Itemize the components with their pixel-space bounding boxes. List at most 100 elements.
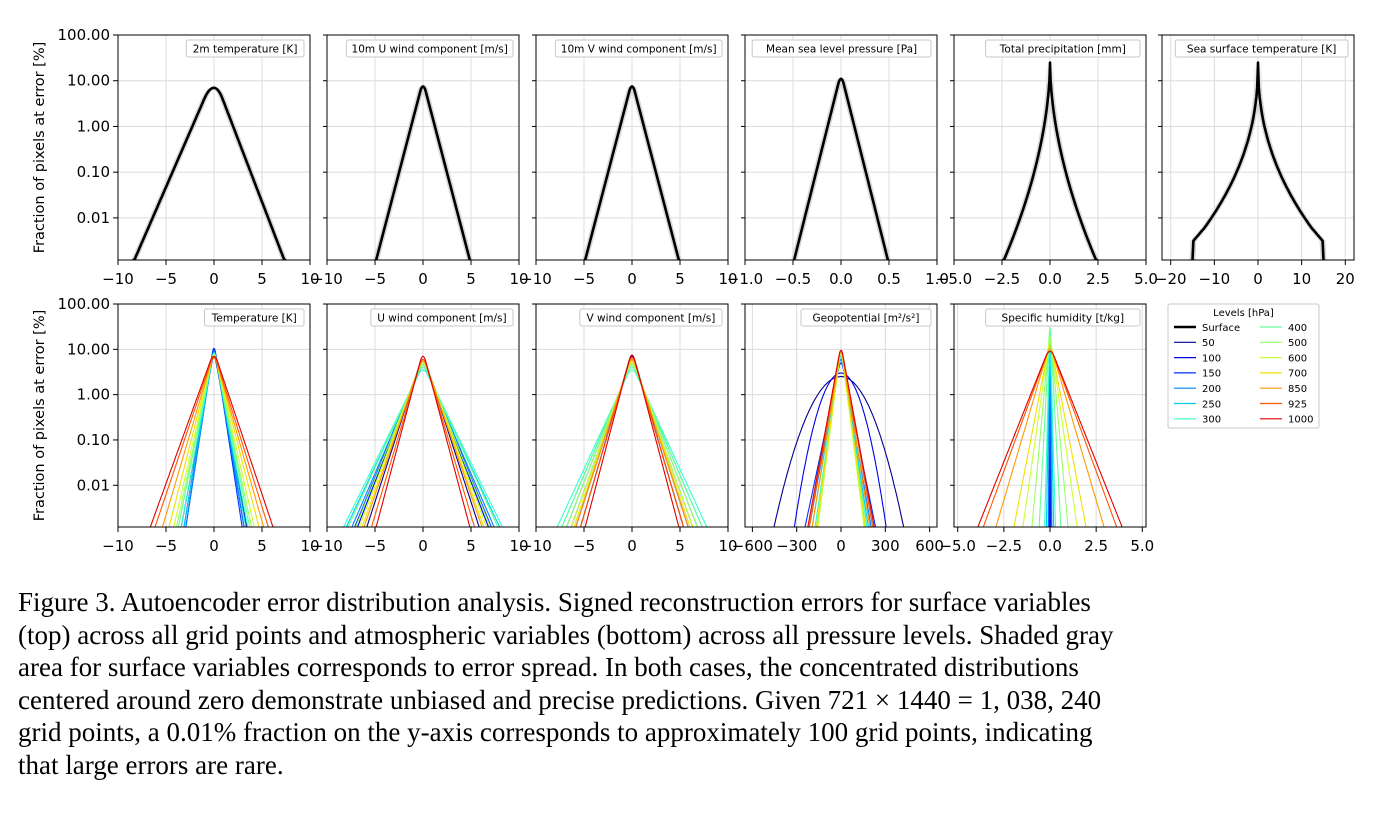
plot-area <box>372 85 474 260</box>
panel-atmospheric-4: −5.0 −2.5 0.0 2.5 5.0 Specific humidity [t/kg… <box>939 303 1154 555</box>
x-tick-label: 10 <box>300 537 319 555</box>
panel-title-box <box>370 308 514 327</box>
series-line-300 <box>814 354 868 527</box>
legend-label-400: 400 <box>1288 323 1307 334</box>
series-line-600 <box>172 354 256 527</box>
x-tick-label: 10 <box>718 270 737 288</box>
x-tick-label: −5 <box>364 537 386 555</box>
legend-label-200: 200 <box>1202 384 1221 395</box>
series-line-850 <box>811 350 871 527</box>
series-line-500 <box>1031 335 1069 527</box>
x-tick-label: 600 <box>915 537 944 555</box>
y-tick-label: 0.01 <box>77 209 110 227</box>
x-tick-label: 0 <box>1253 270 1263 288</box>
x-tick-label: 0 <box>627 537 637 555</box>
x-tick-label: 0 <box>627 270 637 288</box>
series-line-700 <box>572 360 692 527</box>
x-tick-label: 0.0 <box>829 270 853 288</box>
series-line-300 <box>341 369 505 527</box>
x-tick-label: −300 <box>776 537 817 555</box>
x-tick-label: −10 <box>520 537 552 555</box>
legend-label-1000: 1000 <box>1288 415 1313 426</box>
error-spread-band <box>372 86 474 260</box>
panel-title: 10m V wind component [m/s] <box>561 44 717 56</box>
figure-caption: Figure 3. Autoencoder error distribution… <box>18 586 1374 781</box>
panel-title: Geopotential [m²/s²] <box>813 313 920 325</box>
x-tick-label: −10 <box>102 537 134 555</box>
y-tick-label: 100.00 <box>58 26 111 44</box>
series-line-Surface <box>792 77 890 260</box>
y-axis-label: Fraction of pixels at error [%] <box>32 310 48 522</box>
series-line-1000 <box>584 354 680 527</box>
x-tick-label: −0.5 <box>775 270 811 288</box>
x-tick-label: −10 <box>102 270 134 288</box>
x-tick-label: −10 <box>311 270 343 288</box>
panel-surface-2: −10 −5 0 5 10 10m V wind component [m/s] <box>520 34 738 288</box>
x-tick-label: 1.0 <box>925 270 949 288</box>
series-line-400 <box>560 366 704 527</box>
x-tick-label: 10 <box>1292 270 1311 288</box>
panel-atmospheric-0: −10 −5 0 5 10 100.00 10.00 1.00 0.10 0.01 Temperat… <box>58 295 320 555</box>
series-line-Surface <box>583 85 681 260</box>
plot-area <box>555 354 709 527</box>
panel-title: Temperature [K] <box>211 313 297 325</box>
error-spread-band <box>581 86 683 260</box>
panel-title-box <box>751 39 932 58</box>
panel-title-box <box>800 308 932 327</box>
x-tick-label: −5.0 <box>939 537 975 555</box>
x-tick-label: 5 <box>257 537 267 555</box>
x-tick-label: 0 <box>209 537 219 555</box>
series-line-600 <box>1022 340 1078 527</box>
legend-label-600: 600 <box>1288 353 1307 364</box>
panel-title-box <box>345 39 514 58</box>
series-line-50 <box>773 376 905 527</box>
series-line-500 <box>353 364 493 527</box>
x-tick-label: 2.5 <box>1086 270 1110 288</box>
panel-title-box <box>985 308 1141 327</box>
y-tick-label: 0.10 <box>77 163 110 181</box>
series-line-850 <box>994 348 1106 527</box>
series-line-400 <box>177 353 251 527</box>
series-line-850 <box>362 360 484 527</box>
panel-title: 10m U wind component [m/s] <box>352 44 508 56</box>
plot-area <box>1189 61 1327 260</box>
series-line-Surface <box>374 85 472 260</box>
panel-title: U wind component [m/s] <box>377 313 506 325</box>
y-tick-label: 0.10 <box>77 431 110 449</box>
x-tick-label: 5 <box>257 270 267 288</box>
caption-line: area for surface variables corresponds t… <box>18 652 1079 682</box>
x-tick-label: 300 <box>871 537 900 555</box>
x-tick-label: 5 <box>675 537 685 555</box>
panel-surface-1: −10 −5 0 5 10 10m U wind component [m/s] <box>311 34 529 288</box>
x-tick-label: −20 <box>1155 270 1187 288</box>
x-tick-label: −5 <box>364 270 386 288</box>
caption-line: that large errors are rare. <box>18 749 284 780</box>
panel-title-box <box>1174 39 1349 58</box>
series-line-925 <box>579 357 685 527</box>
legend-label-300: 300 <box>1202 415 1221 426</box>
x-tick-label: 0.5 <box>877 270 901 288</box>
series-line-600 <box>357 362 489 527</box>
x-tick-label: −10 <box>520 270 552 288</box>
series-line-400 <box>1038 327 1062 527</box>
plot-area <box>976 327 1124 527</box>
series-line-925 <box>153 357 270 527</box>
plot-area <box>773 349 905 527</box>
x-tick-label: 0 <box>209 270 219 288</box>
x-tick-label: −5 <box>155 537 177 555</box>
series-line-1000 <box>976 350 1124 527</box>
x-tick-label: 0 <box>418 537 428 555</box>
panel-atmospheric-2: −10 −5 0 5 10 V wind component [m/s] <box>520 303 738 555</box>
x-tick-label: −600 <box>732 537 773 555</box>
error-spread-band <box>790 78 892 260</box>
panel-title: V wind component [m/s] <box>586 313 715 325</box>
x-tick-label: 10 <box>300 270 319 288</box>
plot-area <box>129 86 289 260</box>
legend-label-150: 150 <box>1202 369 1221 380</box>
series-line-600 <box>569 362 695 527</box>
y-tick-label: 1.00 <box>77 386 110 404</box>
x-tick-label: 5 <box>466 270 476 288</box>
plot-area <box>341 355 505 527</box>
series-line-Surface <box>1001 61 1099 260</box>
x-tick-label: 0 <box>836 537 846 555</box>
